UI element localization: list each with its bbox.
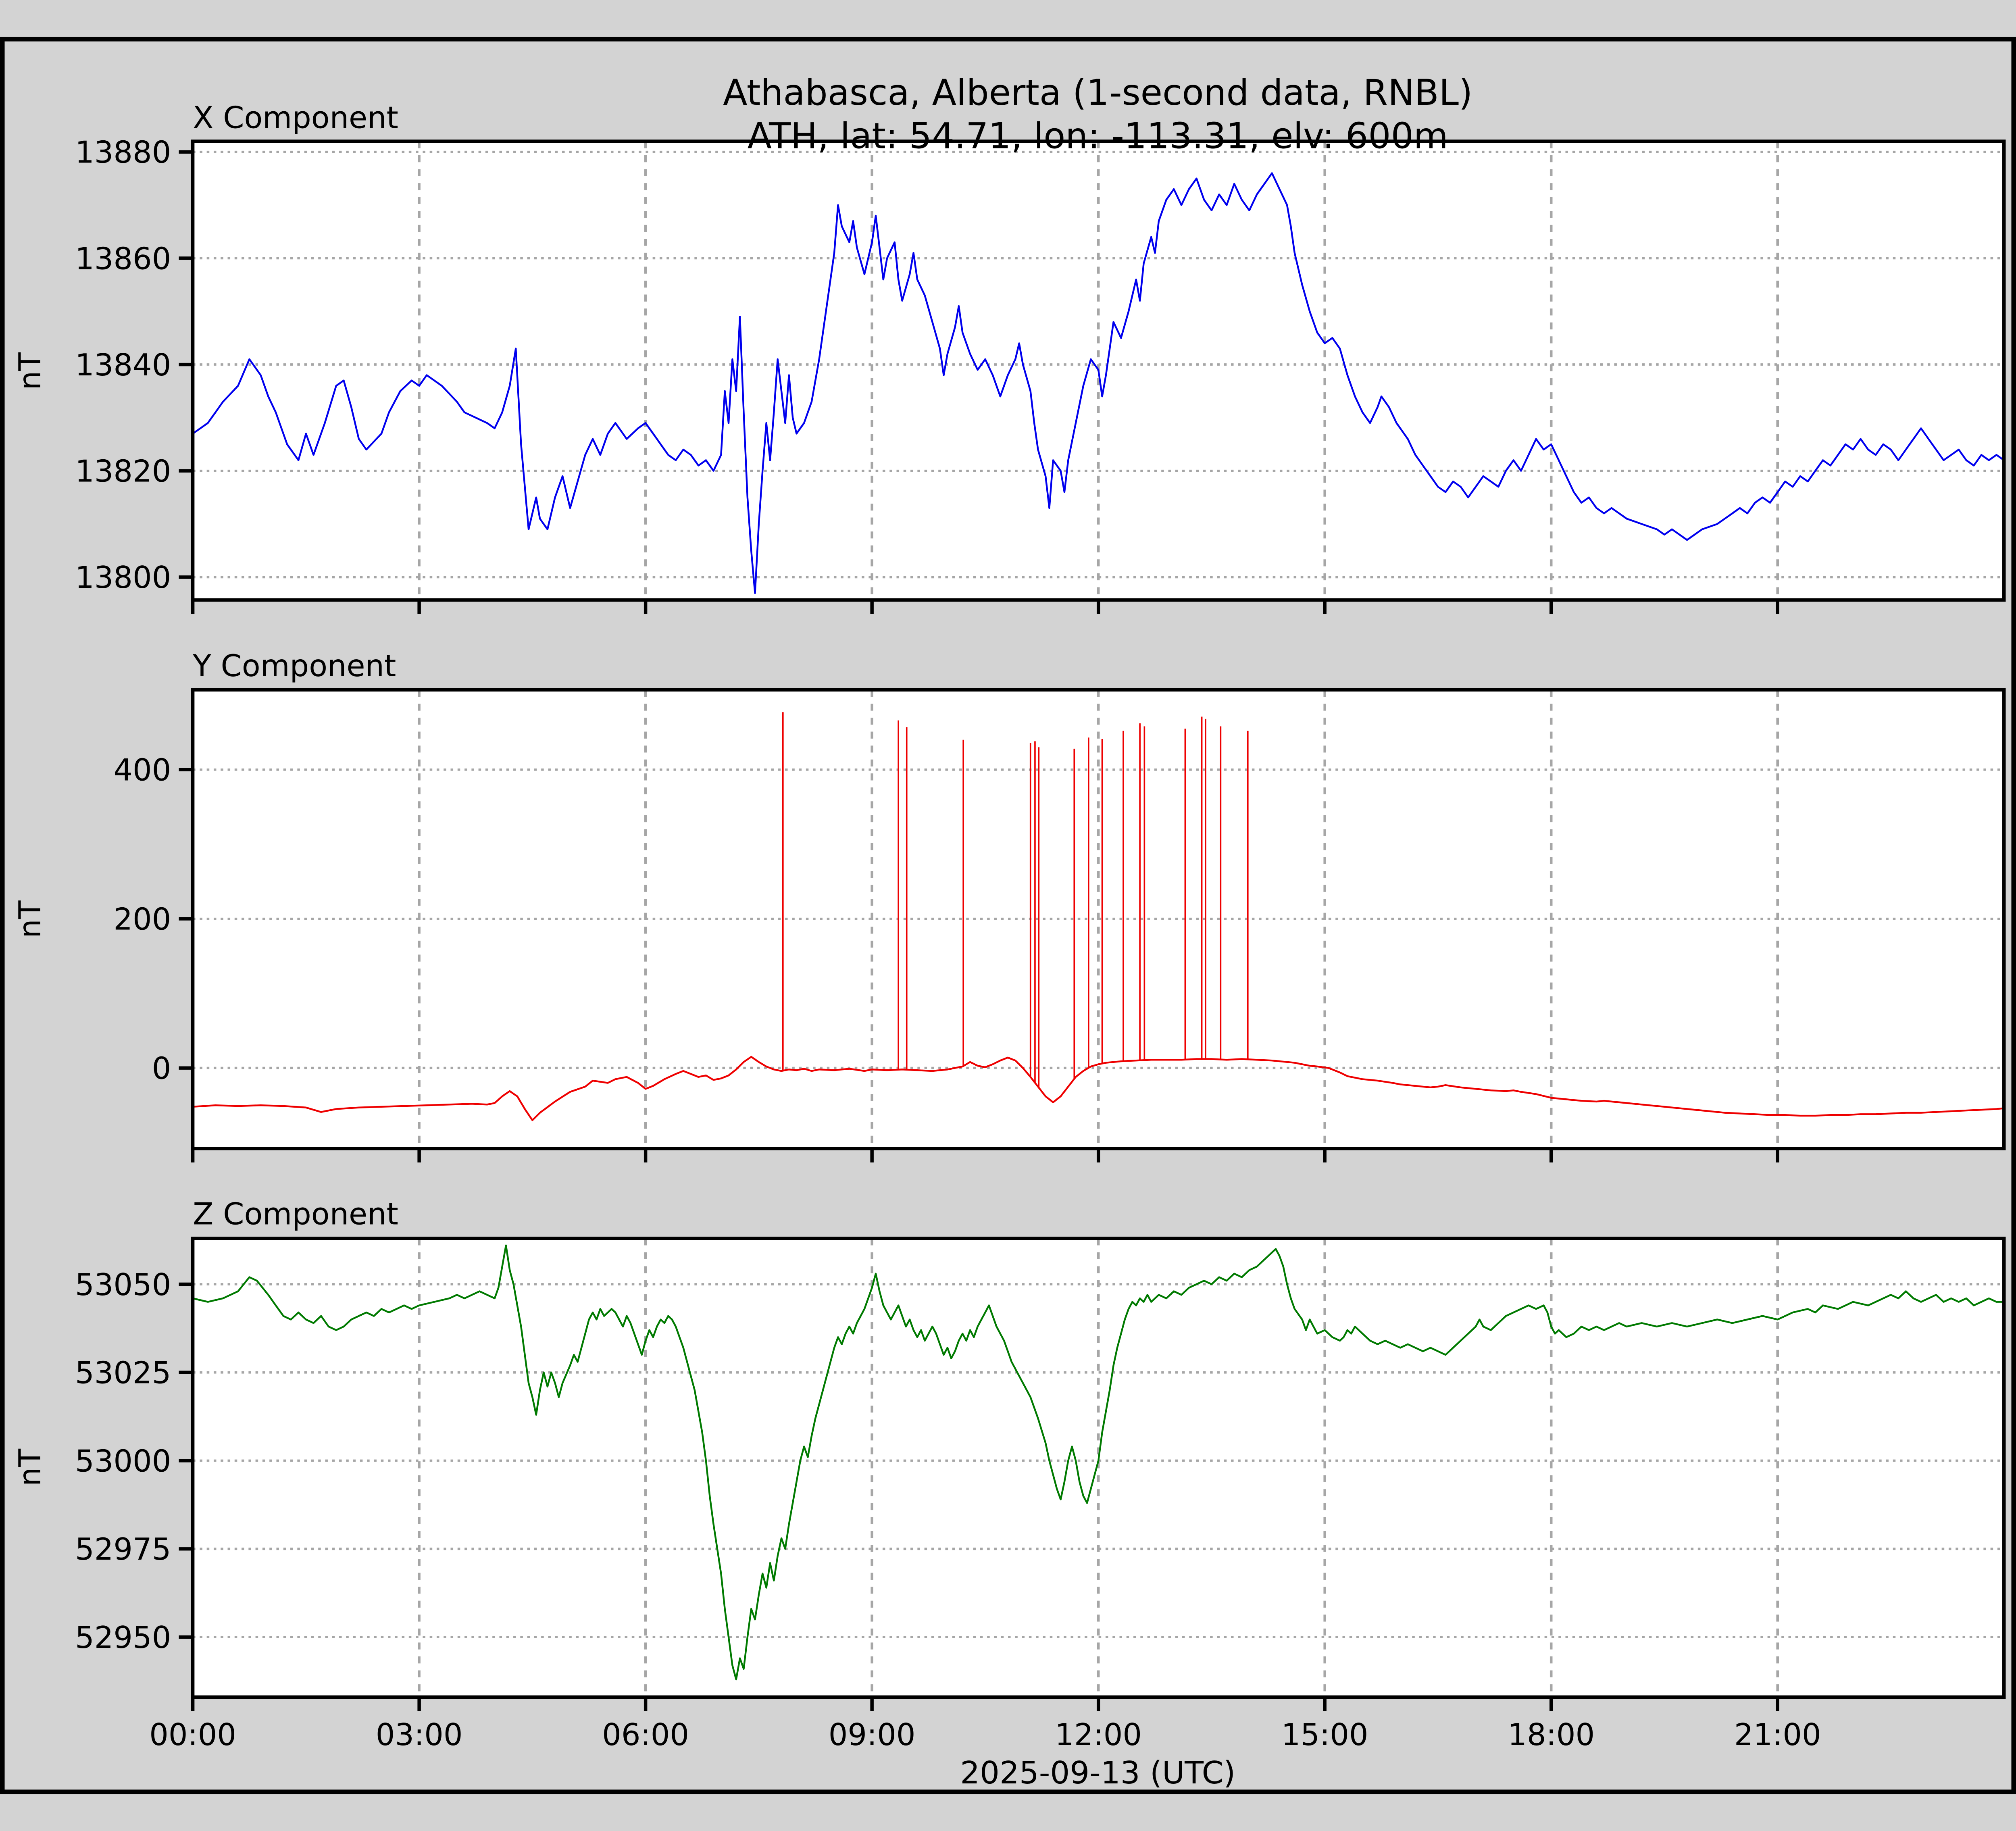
x-tick-label: 09:00	[829, 1717, 916, 1752]
x-tick-label: 15:00	[1281, 1717, 1368, 1752]
y-tick-label: 200	[113, 902, 171, 937]
y-tick-label: 13880	[75, 135, 171, 170]
y-tick-label: 13800	[75, 560, 171, 595]
y-tick-label: 53050	[75, 1267, 171, 1302]
y-tick-label: 400	[113, 752, 171, 788]
panel-y-component: 0 200 400	[113, 688, 2006, 1163]
y-axis-unit-y-panel: nT	[12, 900, 48, 938]
panel-title-x-component: X Component	[193, 100, 398, 135]
y-tick-label: 53000	[75, 1443, 171, 1479]
panel-title-y-component: Y Component	[192, 648, 396, 683]
figure-subtitle: ATH, lat: 54.71, lon: -113.31, elv: 600m	[748, 115, 1448, 157]
panel-z-component: 52950 52975 53000 53025 53050 00:00 03:00 06:00…	[75, 1236, 2006, 1752]
y-tick-label: 13840	[75, 347, 171, 383]
y-axis-unit-z-panel: nT	[12, 1449, 48, 1486]
x-tick-label: 18:00	[1508, 1717, 1595, 1752]
x-tick-label: 21:00	[1734, 1717, 1821, 1752]
x-tick-label: 06:00	[602, 1717, 689, 1752]
x-tick-label: 03:00	[376, 1717, 463, 1752]
x-tick-label: 00:00	[149, 1717, 236, 1752]
figure-title: Athabasca, Alberta (1-second data, RNBL)	[723, 72, 1472, 113]
figure-border	[0, 37, 2016, 1794]
series-line	[192, 172, 2005, 594]
x-axis-label: 2025-09-13 (UTC)	[960, 1755, 1235, 1791]
series-line	[192, 1244, 2004, 1681]
y-tick-label: 53025	[75, 1355, 171, 1391]
panels-layer: 1380013820138401386013880020040052950529…	[75, 135, 2006, 1752]
y-tick-label: 52975	[75, 1531, 171, 1567]
x-tick-label: 12:00	[1055, 1717, 1142, 1752]
y-tick-label: 13820	[75, 454, 171, 489]
series-line	[192, 1056, 2004, 1121]
panel-title-z-component: Z Component	[193, 1196, 398, 1232]
y-axis-unit-x-panel: nT	[12, 352, 48, 390]
y-tick-label: 52950	[75, 1620, 171, 1655]
y-tick-label: 13860	[75, 241, 171, 276]
y-tick-label: 0	[152, 1051, 171, 1086]
panel-x-component: 13800 13820 13840 13860 13880	[75, 135, 2006, 614]
